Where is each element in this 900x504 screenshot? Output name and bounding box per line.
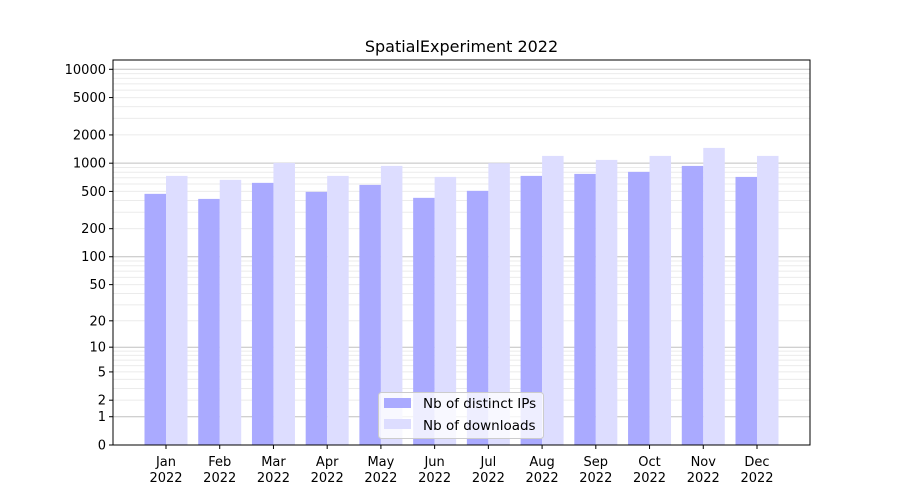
plot-frame [112,59,811,446]
y-tick-label: 50 [89,278,106,293]
bar-downloads [380,165,403,445]
y-tick-label: 5000 [73,91,106,106]
bar-downloads [327,175,349,446]
y-tick-label: 10000 [65,63,106,78]
x-tick-label: Jun 2022 [418,455,451,486]
y-tick-label: 1 [98,410,106,425]
x-tick-label: Dec 2022 [740,455,773,486]
y-tick-label: 100 [81,250,106,265]
y-tick-label: 500 [81,185,106,200]
bar-distinct-ips [628,171,650,445]
bar-downloads [542,155,564,446]
x-tick-label: Aug 2022 [526,455,559,486]
y-tick-label: 10 [89,341,106,356]
legend-box [378,392,544,439]
x-tick-label: Jul 2022 [472,455,505,486]
x-tick-label: Nov 2022 [687,455,720,486]
x-tick-label: Sep 2022 [579,455,612,486]
bar-downloads [703,147,725,445]
bar-downloads [219,179,242,445]
bar-distinct-ips [359,184,381,446]
y-tick-label: 5 [98,365,106,380]
x-axis: Jan 2022 Feb 2022 Mar 2022 Apr 2022 May 2022 Jun 20… [149,445,774,486]
chart-title: SpatialExperiment 2022 [365,37,558,56]
y-tick-label: 200 [81,222,106,237]
x-tick-label: May 2022 [364,455,397,486]
bar-distinct-ips [413,197,435,445]
x-tick-label: Jan 2022 [149,455,182,486]
x-tick-label: Feb 2022 [203,455,236,486]
legend: Nb of distinct IPs Nb of downloads [378,392,544,439]
bar-downloads [273,162,295,446]
bar-distinct-ips [144,193,166,445]
bar-downloads [166,175,188,446]
legend-swatch-downloads [384,419,411,429]
bar-distinct-ips [198,198,220,445]
y-tick-label: 2000 [73,128,106,143]
bar-downloads [757,155,779,446]
legend-label-downloads: Nb of downloads [423,418,536,434]
x-tick-label: Mar 2022 [257,455,290,486]
bar-distinct-ips [735,176,757,445]
bar-distinct-ips [305,191,328,445]
bar-distinct-ips [574,173,596,446]
y-tick-label: 2 [98,394,106,409]
y-axis: 0 12 5 10 20 50 100 200 500 1000 2000 5000 10000 [65,63,113,454]
bar-distinct-ips [251,182,274,445]
y-tick-label: 20 [89,314,106,329]
bar-downloads [488,163,510,445]
x-tick-label: Apr 2022 [311,455,344,486]
legend-swatch-ips [384,398,411,408]
bar-distinct-ips [520,175,543,446]
bar-distinct-ips [466,190,489,445]
bar-downloads [595,159,618,445]
bar-distinct-ips [681,165,704,445]
y-tick-label: 1000 [73,157,106,172]
y-tick-label: 0 [98,439,106,454]
x-tick-label: Oct 2022 [633,455,666,486]
bar-downloads [434,176,457,445]
bar-downloads [649,155,672,446]
legend-label-ips: Nb of distinct IPs [423,396,536,412]
bars [144,147,779,446]
